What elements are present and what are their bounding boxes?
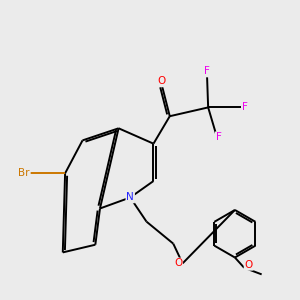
Text: O: O xyxy=(244,260,253,270)
Text: O: O xyxy=(174,258,182,268)
Text: F: F xyxy=(242,102,248,112)
Text: F: F xyxy=(216,132,222,142)
Text: F: F xyxy=(204,67,210,76)
Text: O: O xyxy=(158,76,166,86)
Text: N: N xyxy=(126,193,134,202)
Text: Br: Br xyxy=(18,168,30,178)
